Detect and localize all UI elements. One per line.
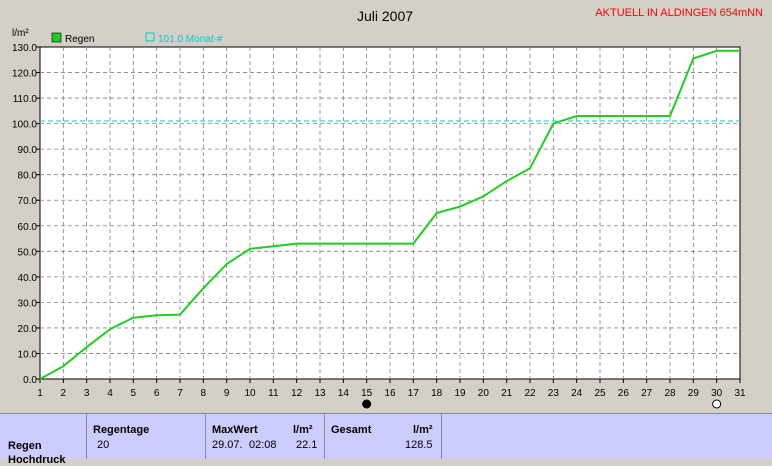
x-tick-label: 16 xyxy=(384,388,396,399)
x-tick-label: 28 xyxy=(664,388,676,399)
x-tick-label: 1 xyxy=(37,388,43,399)
regentage-value: 20 xyxy=(97,439,110,451)
gesamt-value: 128.5 xyxy=(405,439,433,451)
y-tick-label: 100.0 xyxy=(12,120,37,131)
y-axis-label: l/m² xyxy=(12,28,29,39)
y-axis: 0.0 10.0 20.0 30.0 40.0 50.0 60.0 70.0 80.0 90.0 1… xyxy=(12,43,40,386)
x-tick-label: 14 xyxy=(338,388,350,399)
x-tick-label: 21 xyxy=(501,388,513,399)
x-tick-label: 17 xyxy=(408,388,420,399)
y-tick-label: 0.0 xyxy=(23,375,37,386)
x-tick-label: 31 xyxy=(734,388,746,399)
x-tick-label: 10 xyxy=(244,388,256,399)
maxwert-cell: MaxWert l/m² 29.07. 02:08 22.1 xyxy=(206,414,325,459)
y-tick-label: 50.0 xyxy=(18,247,38,258)
y-tick-label: 10.0 xyxy=(18,349,38,360)
gesamt-cell: Gesamt l/m² 128.5 xyxy=(325,414,442,459)
series-regen xyxy=(39,49,740,380)
x-tick-label: 11 xyxy=(268,388,279,399)
x-tick-label: 22 xyxy=(524,388,536,399)
x-tick-label: 23 xyxy=(548,388,560,399)
x-tick-label: 9 xyxy=(224,388,230,399)
legend-regen-label: Regen xyxy=(65,34,94,45)
x-tick-label: 26 xyxy=(618,388,630,399)
stats-row-label-2: Hochdruck xyxy=(8,454,66,466)
status-text: AKTUELL IN ALDINGEN 654mNN xyxy=(595,7,763,19)
gesamt-header: Gesamt xyxy=(331,424,372,436)
y-tick-label: 60.0 xyxy=(18,222,38,233)
x-tick-label: 3 xyxy=(84,388,90,399)
y-tick-label: 130.0 xyxy=(12,43,37,54)
moon-markers xyxy=(362,399,722,409)
x-tick-label: 24 xyxy=(571,388,583,399)
x-axis: 1 2 3 4 5 6 7 8 9 10 11 12 13 14 15 16 17 18 19 20 21 22 23 24 2… xyxy=(37,379,746,399)
y-tick-label: 80.0 xyxy=(18,171,38,182)
x-tick-label: 2 xyxy=(61,388,67,399)
x-tick-label: 5 xyxy=(131,388,137,399)
maxwert-value: 22.1 xyxy=(296,439,318,451)
x-tick-label: 30 xyxy=(711,388,723,399)
x-tick-label: 15 xyxy=(361,388,373,399)
stats-panel: Regen Hochdruck Regentage 20 MaxWert l/m… xyxy=(0,413,772,466)
chart-title: Juli 2007 xyxy=(357,8,413,24)
regentage-header: Regentage xyxy=(93,424,150,436)
x-tick-label: 8 xyxy=(201,388,207,399)
y-tick-label: 20.0 xyxy=(18,324,38,335)
x-tick-label: 20 xyxy=(478,388,490,399)
x-tick-label: 4 xyxy=(107,388,113,399)
y-tick-label: 90.0 xyxy=(18,145,38,156)
x-tick-label: 27 xyxy=(641,388,653,399)
legend-monat-label: 101.0 Monat-# xyxy=(158,34,223,45)
legend-regen-swatch xyxy=(51,32,62,43)
y-tick-label: 30.0 xyxy=(18,298,38,309)
x-tick-label: 6 xyxy=(154,388,160,399)
stats-row-label-cell: Regen Hochdruck xyxy=(0,414,87,466)
y-tick-label: 110.0 xyxy=(13,94,38,105)
x-tick-label: 19 xyxy=(454,388,466,399)
maxwert-date: 29.07. xyxy=(212,439,243,451)
x-tick-label: 25 xyxy=(594,388,606,399)
rain-chart: Juli 2007 AKTUELL IN ALDINGEN 654mNN l/m… xyxy=(12,7,763,409)
x-tick-label: 18 xyxy=(431,388,443,399)
gesamt-unit: l/m² xyxy=(413,424,433,436)
moon-new-icon xyxy=(362,399,372,409)
maxwert-unit: l/m² xyxy=(293,424,313,436)
stats-row-label: Regen xyxy=(8,440,42,452)
maxwert-time: 02:08 xyxy=(249,439,277,451)
y-tick-label: 120.0 xyxy=(12,69,37,80)
legend-monat-swatch xyxy=(145,32,155,42)
x-tick-label: 29 xyxy=(688,388,700,399)
maxwert-header: MaxWert xyxy=(212,424,258,436)
regentage-cell: Regentage 20 xyxy=(87,414,206,459)
y-tick-label: 40.0 xyxy=(18,273,38,284)
series-line-regen xyxy=(39,49,740,380)
y-tick-label: 70.0 xyxy=(18,196,38,207)
x-tick-label: 13 xyxy=(314,388,326,399)
grid xyxy=(40,47,740,379)
moon-full-icon xyxy=(712,399,722,409)
x-tick-label: 7 xyxy=(177,388,183,399)
x-tick-label: 12 xyxy=(291,388,303,399)
